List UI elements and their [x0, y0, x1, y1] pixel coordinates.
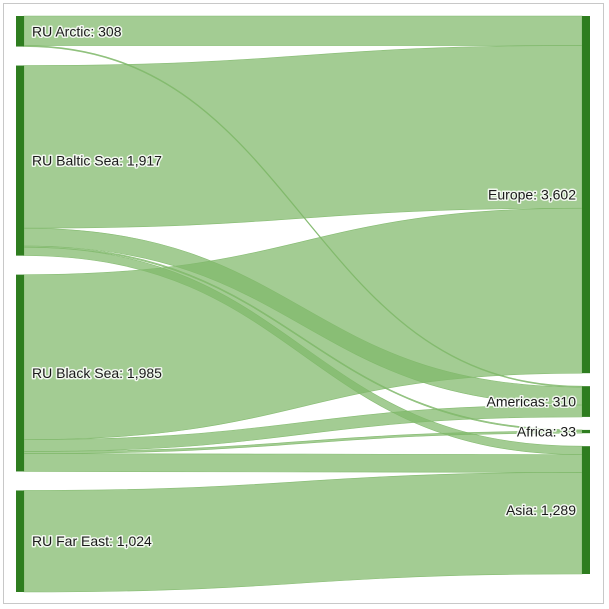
node-arctic[interactable] [16, 16, 24, 47]
node-americas[interactable] [582, 386, 590, 417]
link-fareast-asia[interactable] [23, 472, 583, 593]
node-label-halo-fareast: RU Far East: 1,024 [32, 533, 152, 549]
node-label-black: RU Black Sea: 1,985 [32, 365, 162, 381]
link-black-europe[interactable] [23, 207, 583, 440]
node-fareast[interactable] [16, 490, 24, 592]
node-label-fareast: RU Far East: 1,024 [32, 533, 152, 549]
sankey-nodes [16, 16, 590, 592]
node-label-halo-asia: Asia: 1,289 [506, 502, 576, 518]
node-label-baltic: RU Baltic Sea: 1,917 [32, 153, 162, 169]
link-black-africa[interactable] [23, 430, 583, 454]
node-label-americas: Americas: 310 [487, 394, 577, 410]
node-baltic[interactable] [16, 65, 24, 256]
node-label-africa: Africa: 33 [517, 424, 576, 440]
node-label-halo-arctic: RU Arctic: 308 [32, 23, 122, 39]
node-label-europe: Europe: 3,602 [488, 187, 576, 203]
node-asia[interactable] [582, 446, 590, 574]
node-africa[interactable] [582, 429, 590, 434]
node-label-asia: Asia: 1,289 [506, 502, 576, 518]
node-black[interactable] [16, 274, 24, 472]
node-label-halo-black: RU Black Sea: 1,985 [32, 365, 162, 381]
node-europe[interactable] [582, 16, 590, 374]
chart-frame: RU Arctic: 308 RU Arctic: 308 RU Baltic Se… [3, 3, 604, 604]
node-label-halo-africa: Africa: 33 [517, 424, 576, 440]
node-label-halo-europe: Europe: 3,602 [488, 187, 576, 203]
node-label-halo-americas: Americas: 310 [487, 394, 577, 410]
sankey-links [23, 15, 583, 593]
node-label-halo-baltic: RU Baltic Sea: 1,917 [32, 153, 162, 169]
node-label-arctic: RU Arctic: 308 [32, 23, 122, 39]
link-black-asia[interactable] [23, 453, 583, 473]
